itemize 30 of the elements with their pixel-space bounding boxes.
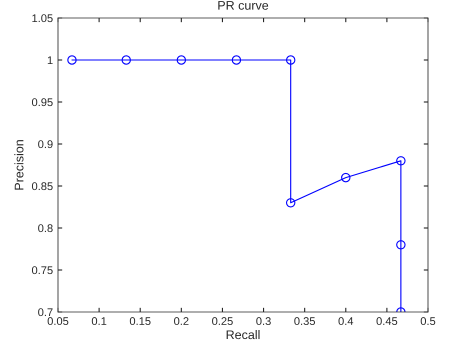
point bbox=[286, 55, 296, 65]
point bbox=[232, 55, 242, 65]
y-tick-label: 0.9 bbox=[38, 140, 53, 148]
x-tick-label: 0.15 bbox=[130, 317, 151, 326]
y-axis-title: Precision bbox=[14, 140, 24, 190]
y-tick-label: 0.95 bbox=[32, 98, 53, 106]
point bbox=[122, 55, 131, 65]
x-tick-label: 0.2 bbox=[174, 317, 188, 326]
y-tick-label: 0.7 bbox=[38, 308, 53, 316]
point bbox=[67, 55, 77, 65]
point bbox=[341, 172, 350, 182]
x-tick-label: 0.25 bbox=[212, 317, 233, 326]
x-tick-label: 0.4 bbox=[338, 317, 354, 326]
y-tick-label: 1.05 bbox=[32, 14, 53, 22]
point bbox=[176, 55, 186, 65]
x-tick-label: 0.45 bbox=[376, 317, 398, 326]
y-tick-label: 0.85 bbox=[32, 182, 53, 190]
point bbox=[396, 156, 406, 166]
y-tick-label: 0.8 bbox=[38, 224, 53, 232]
x-tick-label: 0.3 bbox=[256, 317, 271, 326]
point bbox=[396, 240, 406, 250]
y-tick-label: 1 bbox=[48, 56, 53, 64]
x-axis-title: Recall bbox=[226, 330, 260, 340]
chart-title: PR curve bbox=[218, 1, 268, 10]
x-tick-label: 0.35 bbox=[294, 317, 316, 326]
y-tick-label: 0.75 bbox=[32, 266, 53, 274]
x-tick-label: 0.5 bbox=[420, 317, 436, 326]
point bbox=[286, 198, 296, 208]
x-tick-label: 0.1 bbox=[92, 317, 106, 326]
x-tick-label: 0.05 bbox=[48, 317, 68, 326]
